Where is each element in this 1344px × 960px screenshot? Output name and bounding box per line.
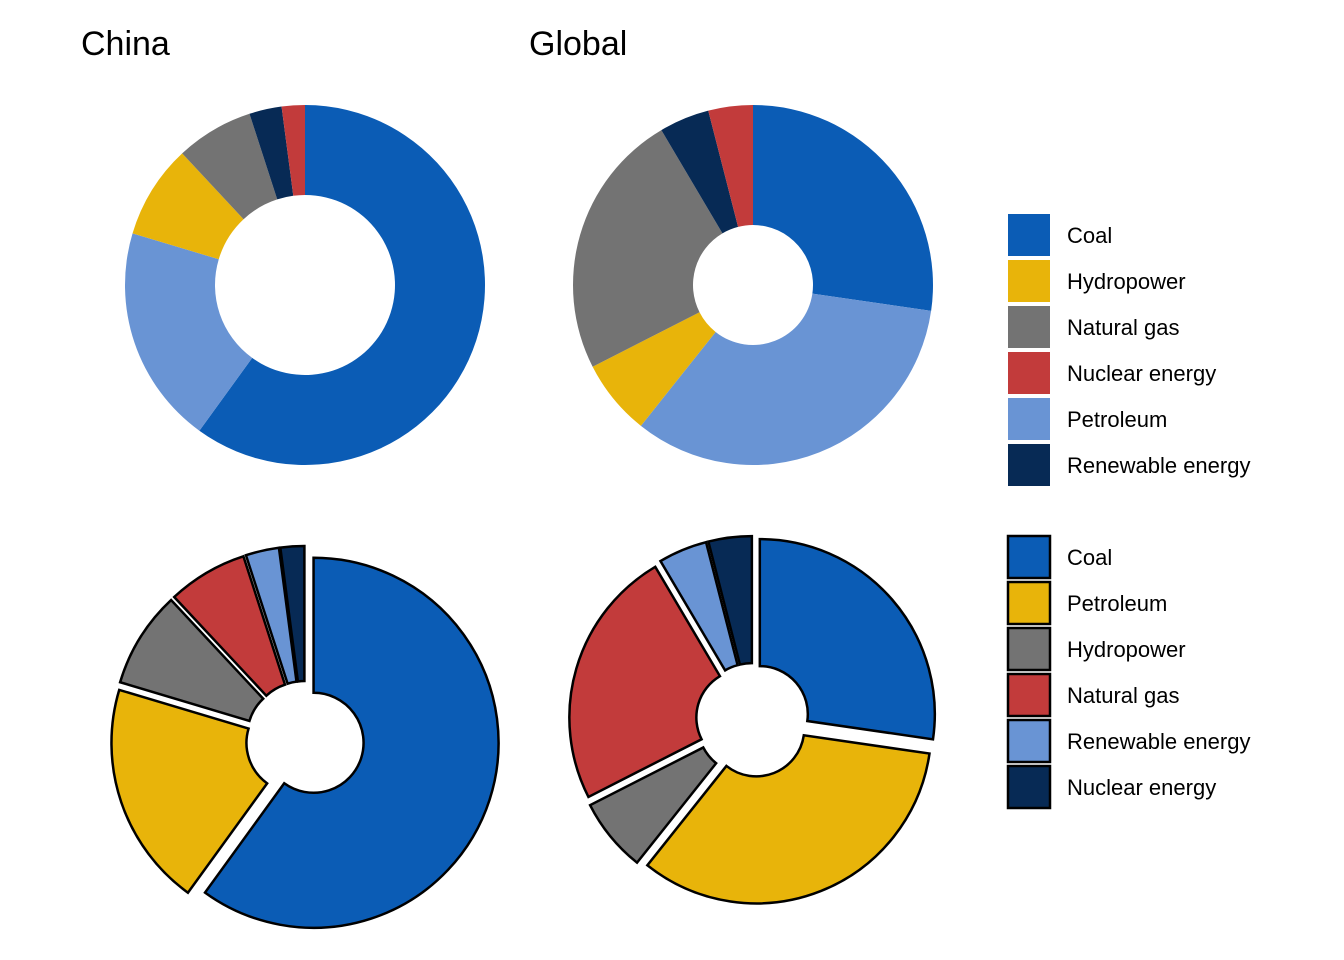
legend-top-swatch-natural-gas	[1008, 306, 1050, 348]
global-exploded-donut-chart	[568, 534, 937, 905]
china-slice-natural-gas	[182, 113, 278, 220]
legend-bottom-label-hydropower: Hydropower	[1067, 637, 1186, 662]
legend-bottom-swatch-petroleum	[1006, 580, 1052, 626]
china-donut-chart	[125, 104, 486, 465]
global-slice-coal	[753, 105, 933, 311]
legend-top-label-nuclear-energy: Nuclear energy	[1067, 361, 1216, 386]
global-exploded-slice-natural-gas	[568, 565, 722, 799]
global-slice-petroleum	[640, 293, 932, 465]
legend-bottom-swatch-hydropower	[1006, 626, 1052, 672]
china-exploded-slice-coal	[203, 556, 500, 929]
global-exploded-slice-renewable-energy	[658, 540, 740, 673]
china-slice-hydropower	[132, 153, 244, 260]
global-exploded-slice-coal	[758, 537, 937, 741]
china-slice-petroleum	[125, 233, 253, 431]
legend-top-swatch-hydropower	[1008, 260, 1050, 302]
global-exploded-slice-petroleum	[645, 733, 931, 905]
global-slice-nuclear-energy	[708, 105, 753, 227]
title-global: Global	[529, 25, 627, 63]
legend-bottom-swatch-renewable-energy	[1006, 718, 1052, 764]
global-slice-hydropower	[592, 312, 716, 426]
china-exploded-slice-natural-gas	[172, 554, 287, 698]
legend-top: Coal Hydropower Natural gas Nuclear energy P…	[1008, 214, 1250, 486]
legend-bottom-label-nuclear-energy: Nuclear energy	[1067, 775, 1216, 800]
legend-bottom-swatch-nuclear-energy	[1006, 764, 1052, 810]
legend-bottom-label-petroleum: Petroleum	[1067, 591, 1167, 616]
global-slice-renewable-energy	[661, 110, 739, 234]
legend-bottom-label-renewable-energy: Renewable energy	[1067, 729, 1250, 754]
legend-top-swatch-nuclear-energy	[1008, 352, 1050, 394]
china-exploded-donut-chart	[110, 544, 500, 929]
china-slice-nuclear-energy	[281, 104, 305, 196]
global-exploded-slice-nuclear-energy	[706, 534, 754, 667]
legend-bottom: Coal Petroleum Hydropower Natural gas Renewa…	[1006, 534, 1250, 810]
title-china: China	[81, 25, 170, 63]
legend-top-swatch-coal	[1008, 214, 1050, 256]
legend-top-label-natural-gas: Natural gas	[1067, 315, 1180, 340]
global-slice-natural-gas	[573, 130, 723, 367]
legend-top-swatch-renewable-energy	[1008, 444, 1050, 486]
legend-bottom-swatch-natural-gas	[1006, 672, 1052, 718]
legend-bottom-label-natural-gas: Natural gas	[1067, 683, 1180, 708]
global-exploded-slice-hydropower	[588, 745, 718, 865]
legend-top-label-petroleum: Petroleum	[1067, 407, 1167, 432]
legend-top-label-hydropower: Hydropower	[1067, 269, 1186, 294]
legend-top-label-coal: Coal	[1067, 223, 1112, 248]
china-exploded-slice-nuclear-energy	[278, 544, 306, 683]
global-donut-chart	[573, 105, 933, 465]
china-exploded-slice-hydropower	[118, 598, 265, 723]
china-slice-renewable-energy	[249, 106, 294, 200]
china-exploded-slice-renewable-energy	[244, 546, 298, 686]
china-exploded-slice-petroleum	[110, 688, 269, 895]
legend-bottom-swatch-coal	[1006, 534, 1052, 580]
legend-top-swatch-petroleum	[1008, 398, 1050, 440]
legend-top-label-renewable-energy: Renewable energy	[1067, 453, 1250, 478]
legend-bottom-label-coal: Coal	[1067, 545, 1112, 570]
china-slice-coal	[199, 105, 486, 465]
